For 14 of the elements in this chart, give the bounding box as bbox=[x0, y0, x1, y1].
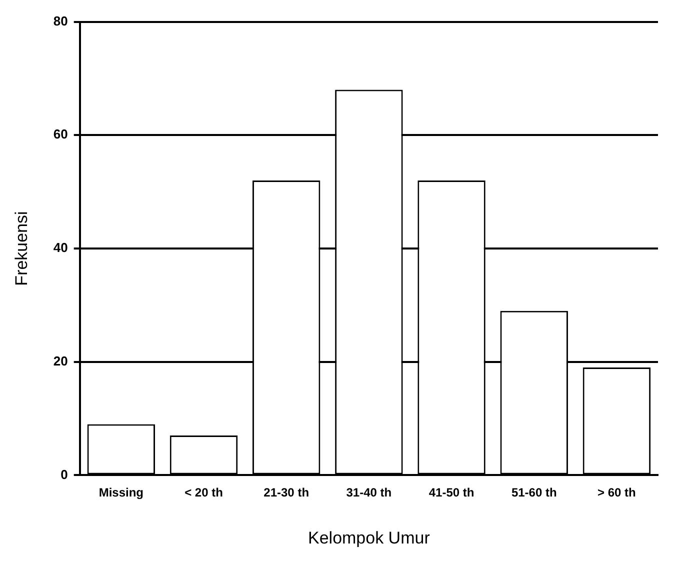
x-tick-label: 21-30 th bbox=[264, 486, 310, 500]
x-tick-label: 41-50 th bbox=[428, 486, 474, 500]
x-tick-label: < 20 th bbox=[184, 486, 223, 500]
y-tick-label: 80 bbox=[53, 13, 68, 28]
x-axis-title: Kelompok Umur bbox=[308, 528, 430, 548]
x-tick-label: 51-60 th bbox=[511, 486, 557, 500]
y-axis-title: Frekuensi bbox=[12, 211, 31, 286]
y-tick-label: 0 bbox=[60, 466, 68, 482]
x-tick-label: > 60 th bbox=[598, 486, 636, 500]
x-tick-label: Missing bbox=[98, 486, 144, 500]
y-tick-label: 60 bbox=[53, 126, 68, 142]
y-tick-label: 40 bbox=[53, 240, 68, 256]
y-tick-label: 20 bbox=[53, 353, 68, 368]
x-tick-label: 31-40 th bbox=[346, 486, 392, 500]
